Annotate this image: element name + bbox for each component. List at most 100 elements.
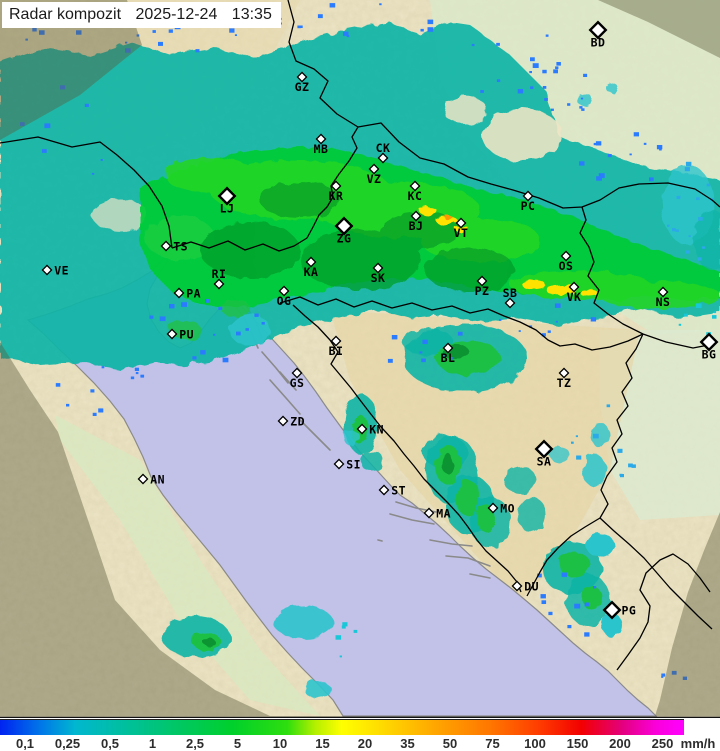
drizzle-speckle bbox=[593, 142, 597, 146]
drizzle-speckle bbox=[619, 473, 623, 477]
city-label: PZ bbox=[475, 284, 490, 298]
drizzle-speckle bbox=[712, 315, 717, 319]
city-marker-diamond bbox=[213, 278, 225, 290]
drizzle-speckle bbox=[134, 367, 139, 371]
city-label: VT bbox=[454, 226, 469, 240]
drizzle-speckle bbox=[130, 376, 135, 380]
city-zd: ZD bbox=[277, 415, 305, 429]
drizzle-speckle bbox=[547, 330, 551, 333]
city-label: TS bbox=[173, 240, 188, 254]
border-bosnia-montenegro bbox=[526, 517, 601, 597]
drizzle-speckle bbox=[20, 122, 25, 126]
drizzle-speckle bbox=[537, 573, 542, 578]
city-lj: LJ bbox=[217, 186, 237, 216]
city-label: BJ bbox=[409, 219, 424, 233]
city-marker-diamond bbox=[409, 180, 421, 192]
city-mo: MO bbox=[487, 502, 515, 516]
city-label: PU bbox=[179, 328, 194, 342]
drizzle-speckle bbox=[32, 27, 37, 32]
city-ka: KA bbox=[304, 256, 318, 279]
city-label: SK bbox=[371, 271, 386, 285]
city-label: BL bbox=[441, 351, 456, 365]
colorbar-tick: 10 bbox=[272, 736, 288, 751]
city-label: ZD bbox=[290, 415, 305, 429]
drizzle-speckle bbox=[125, 41, 128, 44]
drizzle-speckle bbox=[678, 323, 682, 326]
drizzle-speckle bbox=[499, 319, 502, 321]
drizzle-speckle bbox=[579, 106, 583, 109]
drizzle-speckle bbox=[192, 356, 197, 360]
colorbar-tick: 250 bbox=[651, 736, 674, 751]
border-croatia-serbia bbox=[579, 206, 715, 349]
radar-date: 2025-12-24 bbox=[135, 6, 218, 23]
city-marker-diamond bbox=[315, 133, 327, 145]
drizzle-speckle bbox=[684, 167, 690, 172]
colorbar-tick: 0,5 bbox=[100, 736, 120, 751]
city-kn: KN bbox=[356, 423, 384, 437]
drizzle-speckle bbox=[555, 320, 558, 323]
city-og: OG bbox=[277, 285, 292, 308]
city-sk: SK bbox=[371, 262, 386, 285]
country-borders bbox=[0, 0, 720, 671]
city-label: BD bbox=[591, 36, 606, 50]
city-pz: PZ bbox=[475, 275, 490, 298]
city-pc: PC bbox=[521, 190, 535, 213]
drizzle-speckle bbox=[698, 217, 703, 221]
drizzle-speckle bbox=[542, 69, 547, 74]
drizzle-speckle bbox=[449, 357, 453, 360]
city-si: SI bbox=[333, 458, 361, 472]
city-marker-diamond bbox=[356, 423, 368, 435]
city-marker-diamond bbox=[137, 473, 149, 485]
drizzle-speckle bbox=[685, 161, 692, 167]
drizzle-speckle bbox=[342, 622, 348, 627]
drizzle-speckle bbox=[567, 625, 572, 629]
drizzle-speckle bbox=[39, 30, 45, 35]
drizzle-speckle bbox=[195, 49, 200, 53]
city-label: OG bbox=[277, 294, 292, 308]
drizzle-speckle bbox=[684, 313, 688, 317]
drizzle-speckle bbox=[548, 611, 553, 616]
drizzle-speckle bbox=[675, 229, 679, 232]
city-label: SB bbox=[503, 286, 518, 300]
city-marker-diamond bbox=[160, 240, 172, 252]
drizzle-speckle bbox=[234, 34, 237, 36]
city-marker-diamond bbox=[296, 71, 308, 83]
city-label: GZ bbox=[295, 80, 310, 94]
drizzle-speckle bbox=[66, 403, 70, 407]
drizzle-speckle bbox=[254, 313, 259, 317]
city-marker-diamond bbox=[372, 262, 384, 274]
city-label: VK bbox=[567, 290, 582, 304]
drizzle-speckle bbox=[593, 586, 597, 589]
drizzle-speckle bbox=[335, 635, 342, 640]
drizzle-speckle bbox=[617, 448, 623, 453]
drizzle-speckle bbox=[91, 172, 95, 175]
drizzle-speckle bbox=[90, 389, 95, 393]
drizzle-speckle bbox=[688, 235, 691, 238]
drizzle-speckle bbox=[346, 34, 350, 38]
drizzle-speckle bbox=[545, 34, 549, 37]
drizzle-speckle bbox=[159, 316, 166, 322]
colorbar-tick: 0,1 bbox=[15, 736, 35, 751]
city-ns: NS bbox=[656, 286, 670, 309]
city-label: CK bbox=[376, 141, 391, 155]
city-tz: TZ bbox=[557, 367, 571, 390]
drizzle-speckle bbox=[579, 161, 585, 166]
drizzle-speckle bbox=[696, 197, 700, 201]
colorbar-ticks: 0,1 0,25 0,5 1 2,5 5 10 15 20 35 50 75 100 150 200 250 bbox=[0, 735, 720, 751]
city-st: ST bbox=[378, 484, 406, 498]
colorbar-tick: 5 bbox=[233, 736, 242, 751]
drizzle-speckle bbox=[606, 404, 611, 408]
drizzle-speckle bbox=[529, 325, 533, 328]
colorbar-tick: 20 bbox=[357, 736, 373, 751]
drizzle-speckle bbox=[554, 303, 561, 308]
drizzle-speckle bbox=[633, 132, 639, 137]
drizzle-speckle bbox=[628, 463, 633, 468]
drizzle-speckle bbox=[55, 383, 61, 387]
radar-map-svg: GZ BD MB CK VZ KR KC LJ PC BJ VT ZG TS OS KA SK VE RI PZ VK… bbox=[0, 0, 720, 718]
drizzle-speckle bbox=[598, 173, 605, 178]
city-pg: PG bbox=[602, 600, 636, 620]
intensity-scale: 0,1 0,25 0,5 1 2,5 5 10 15 20 35 50 75 100 150 200 250 … bbox=[0, 718, 720, 751]
echo-drizzle-speckles bbox=[20, 3, 717, 680]
city-gz: GZ bbox=[295, 71, 310, 94]
